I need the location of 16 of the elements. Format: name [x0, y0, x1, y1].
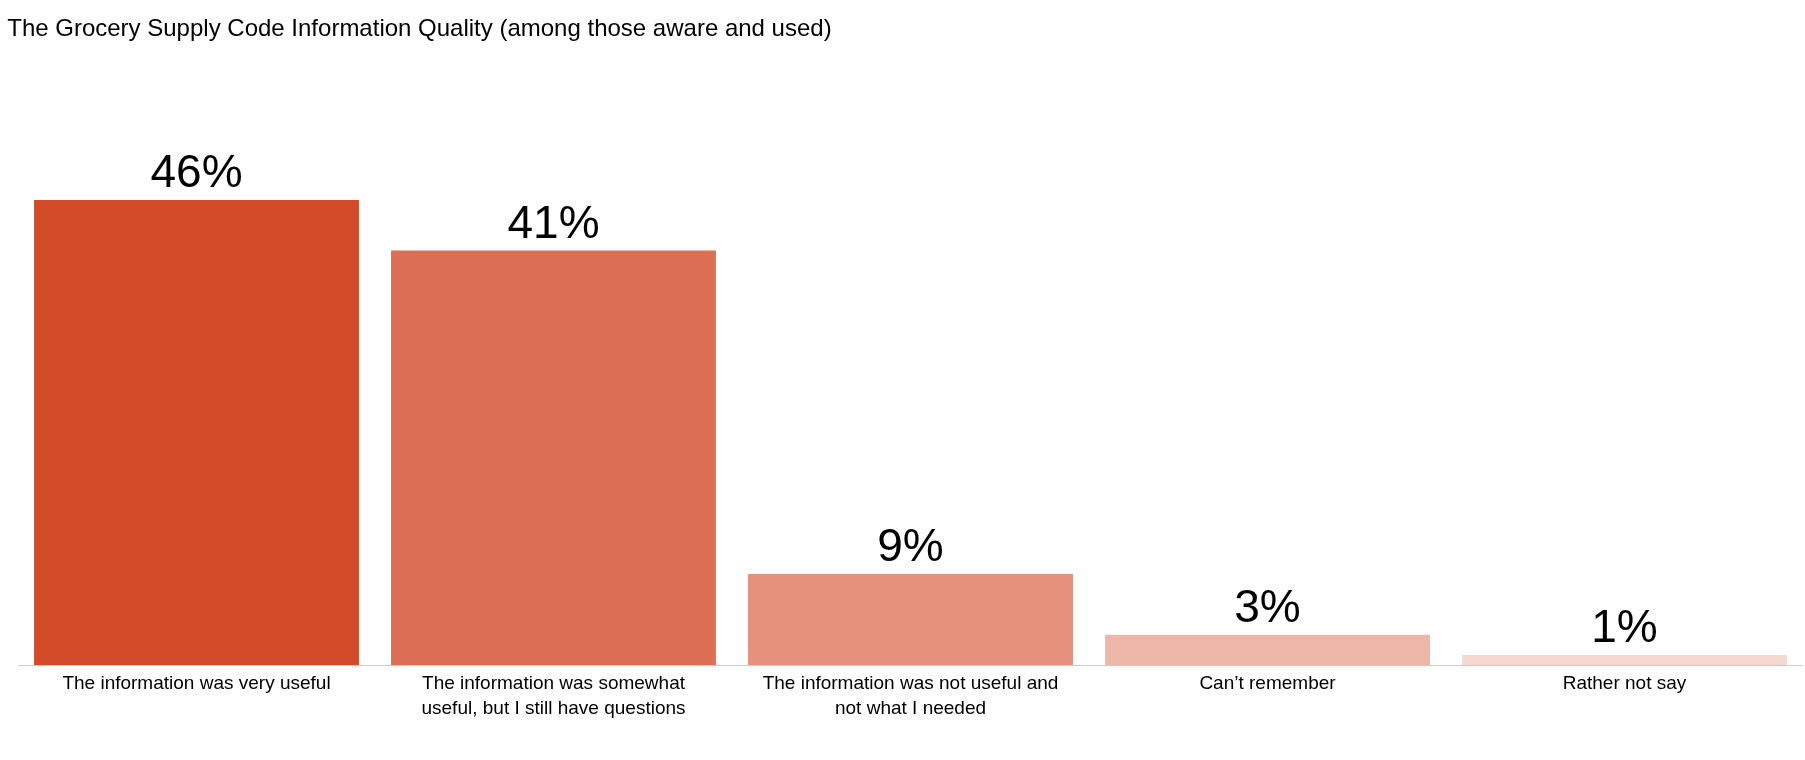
- bar: [1462, 654, 1787, 665]
- bar: [391, 250, 716, 665]
- chart-title: The Grocery Supply Code Information Quality (among those aware and used): [7, 13, 832, 41]
- data-label: 46%: [150, 145, 243, 197]
- x-tick-label: The information was somewhat useful, but I still have questions: [421, 671, 686, 718]
- x-tick-label: The information was not useful and not what I needed: [762, 671, 1059, 718]
- bar: [34, 200, 359, 665]
- data-label: 1%: [1591, 599, 1658, 652]
- data-label: 3%: [1234, 579, 1301, 632]
- bar: [1105, 634, 1430, 665]
- bar: [748, 574, 1073, 665]
- x-tick-label: Can’t remember: [1199, 671, 1337, 693]
- x-tick-label: Rather not say: [1562, 671, 1687, 693]
- data-label: 9%: [877, 519, 944, 572]
- x-tick-label: The information was very useful: [62, 671, 331, 693]
- data-label: 41%: [507, 195, 600, 248]
